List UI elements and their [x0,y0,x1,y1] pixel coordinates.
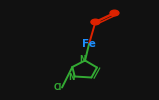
Text: N: N [69,73,75,82]
Text: Cl: Cl [54,84,62,92]
Circle shape [110,10,119,16]
Text: N: N [79,55,85,64]
Text: Fe: Fe [82,39,96,49]
Circle shape [91,19,100,25]
